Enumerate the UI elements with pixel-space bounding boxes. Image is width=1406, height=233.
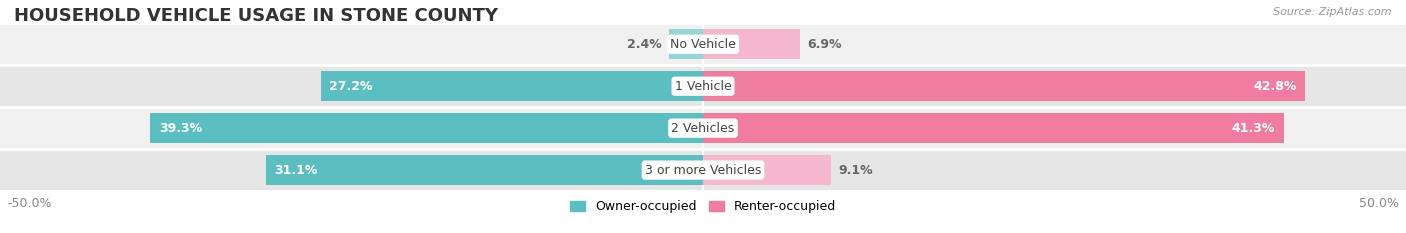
Bar [0,149,1406,191]
Text: 1 Vehicle: 1 Vehicle [675,80,731,93]
Text: 27.2%: 27.2% [329,80,373,93]
Text: No Vehicle: No Vehicle [671,38,735,51]
Bar [0,107,1406,149]
Text: 3 or more Vehicles: 3 or more Vehicles [645,164,761,177]
Text: 42.8%: 42.8% [1253,80,1296,93]
Bar [703,71,1305,101]
Bar [266,155,703,185]
Bar [703,113,1284,143]
Text: 9.1%: 9.1% [838,164,873,177]
Text: 41.3%: 41.3% [1232,122,1275,135]
Bar [703,155,831,185]
Text: 6.9%: 6.9% [807,38,842,51]
Bar [0,23,1406,65]
Text: 50.0%: 50.0% [1360,197,1399,210]
Bar [669,29,703,59]
Text: HOUSEHOLD VEHICLE USAGE IN STONE COUNTY: HOUSEHOLD VEHICLE USAGE IN STONE COUNTY [14,7,498,25]
Text: 2.4%: 2.4% [627,38,662,51]
Text: 39.3%: 39.3% [159,122,202,135]
Legend: Owner-occupied, Renter-occupied: Owner-occupied, Renter-occupied [565,195,841,218]
Text: Source: ZipAtlas.com: Source: ZipAtlas.com [1274,7,1392,17]
Bar [703,29,800,59]
Bar [321,71,703,101]
Text: 31.1%: 31.1% [274,164,318,177]
Bar [0,65,1406,107]
Text: 2 Vehicles: 2 Vehicles [672,122,734,135]
Bar [150,113,703,143]
Text: -50.0%: -50.0% [7,197,52,210]
